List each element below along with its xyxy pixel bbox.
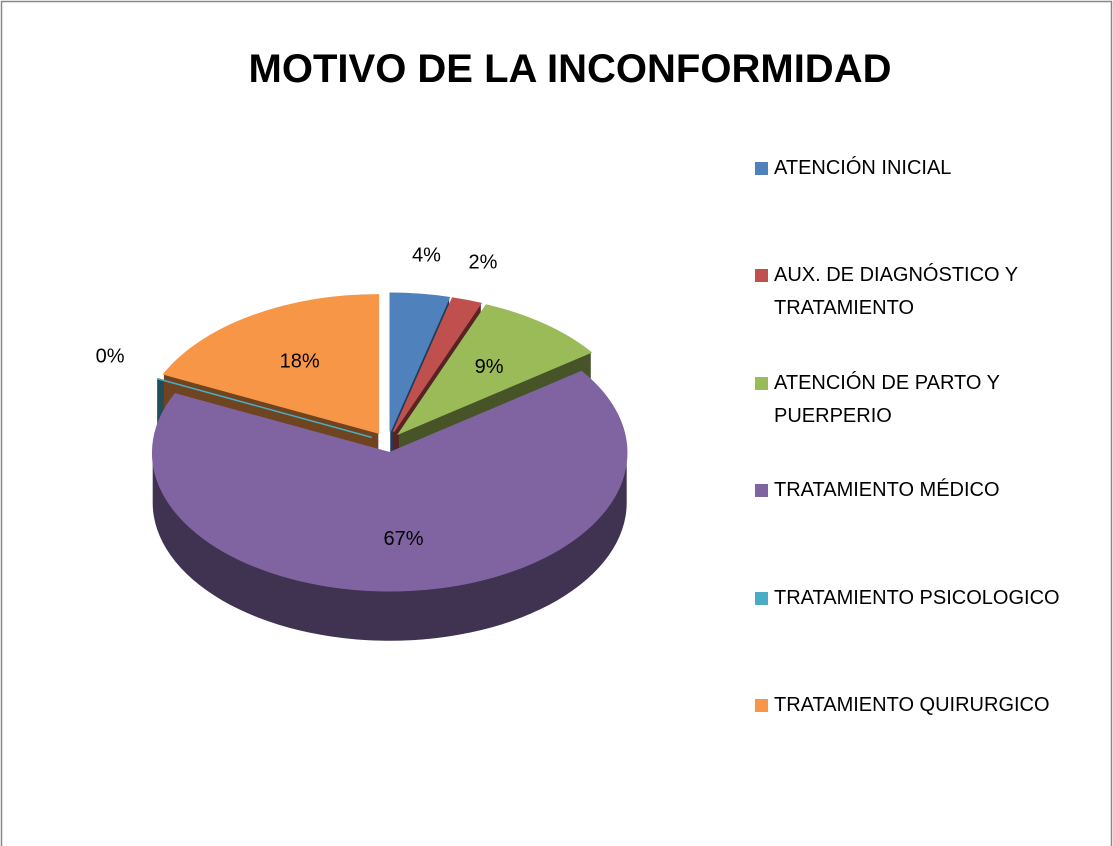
data-label: 2%	[468, 252, 497, 274]
legend-label: ATENCIÓN INICIAL	[774, 157, 952, 179]
data-label: 9%	[475, 356, 504, 378]
legend-swatch	[755, 591, 768, 605]
legend-label: TRATAMIENTO MÉDICO	[774, 479, 1000, 502]
legend-label: TRATAMIENTO PSICOLOGICO	[774, 586, 1060, 609]
legend-swatch	[755, 376, 768, 390]
legend-label: AUX. DE DIAGNÓSTICO Y TRATAMIENTO	[774, 264, 1018, 320]
legend-item: AUX. DE DIAGNÓSTICO Y TRATAMIENTO	[755, 259, 1095, 325]
legend-label: TRATAMIENTO QUIRURGICO	[774, 694, 1050, 716]
data-label: 4%	[412, 244, 441, 266]
data-label: 0%	[96, 346, 125, 368]
legend-item: TRATAMIENTO MÉDICO	[755, 474, 1095, 507]
data-label: 18%	[280, 351, 320, 373]
pie-tops	[151, 292, 628, 592]
legend-item: ATENCIÓN INICIAL	[755, 152, 1095, 185]
legend-swatch	[755, 269, 768, 283]
slice	[151, 370, 628, 592]
chart-title: MOTIVO DE LA INCONFORMIDAD	[249, 47, 892, 91]
legend-item: TRATAMIENTO QUIRURGICO	[755, 689, 1095, 722]
slice	[396, 304, 593, 436]
data-label: 67%	[384, 528, 424, 550]
slice	[389, 292, 451, 432]
slice-wall	[152, 452, 627, 641]
legend-swatch	[755, 699, 768, 712]
legend-swatch	[755, 484, 768, 498]
legend-swatch	[755, 162, 768, 175]
legend-item: ATENCIÓN DE PARTO Y PUERPERIO	[755, 367, 1095, 433]
slice	[162, 294, 380, 434]
slice	[392, 297, 483, 433]
legend-label: ATENCIÓN DE PARTO Y PUERPERIO	[774, 371, 1000, 427]
legend-item: TRATAMIENTO PSICOLOGICO	[755, 582, 1095, 615]
